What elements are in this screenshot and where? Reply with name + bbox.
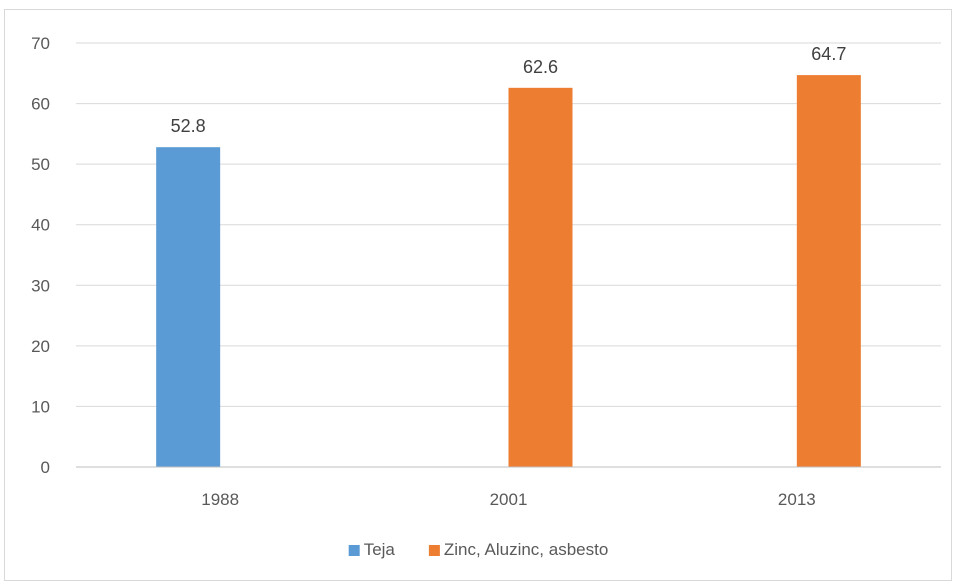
data-label-2013: 64.7 [811, 44, 846, 64]
x-tick-label: 1988 [201, 490, 239, 509]
bar-2013 [796, 75, 861, 468]
data-label-2001: 62.6 [523, 57, 558, 77]
y-tick-label: 30 [31, 276, 50, 295]
legend-label: Teja [364, 540, 396, 559]
legend-swatch [348, 545, 360, 556]
y-tick-label: 20 [31, 337, 50, 356]
bars [156, 75, 861, 468]
data-labels: 52.8 62.6 64.7 [171, 44, 847, 136]
legend-item: Zinc, Aluzinc, asbesto [428, 540, 608, 559]
y-axis: 0 10 20 30 40 50 60 70 [31, 34, 50, 477]
y-tick-label: 10 [31, 397, 50, 416]
legend-label: Zinc, Aluzinc, asbesto [444, 540, 608, 559]
x-axis: 1988 2001 2013 [76, 466, 941, 509]
bar-1988 [156, 147, 221, 467]
legend-item: Teja [348, 540, 396, 559]
y-tick-label: 70 [31, 34, 50, 53]
bar-2001 [508, 87, 573, 467]
y-tick-label: 50 [31, 155, 50, 174]
x-tick-label: 2001 [490, 490, 528, 509]
y-tick-label: 0 [41, 458, 50, 477]
y-tick-label: 60 [31, 95, 50, 114]
x-tick-label: 2013 [778, 490, 816, 509]
data-label-1988: 52.8 [171, 116, 206, 136]
legend: Teja Zinc, Aluzinc, asbesto [348, 540, 608, 559]
y-tick-label: 40 [31, 216, 50, 235]
legend-swatch [428, 545, 440, 556]
